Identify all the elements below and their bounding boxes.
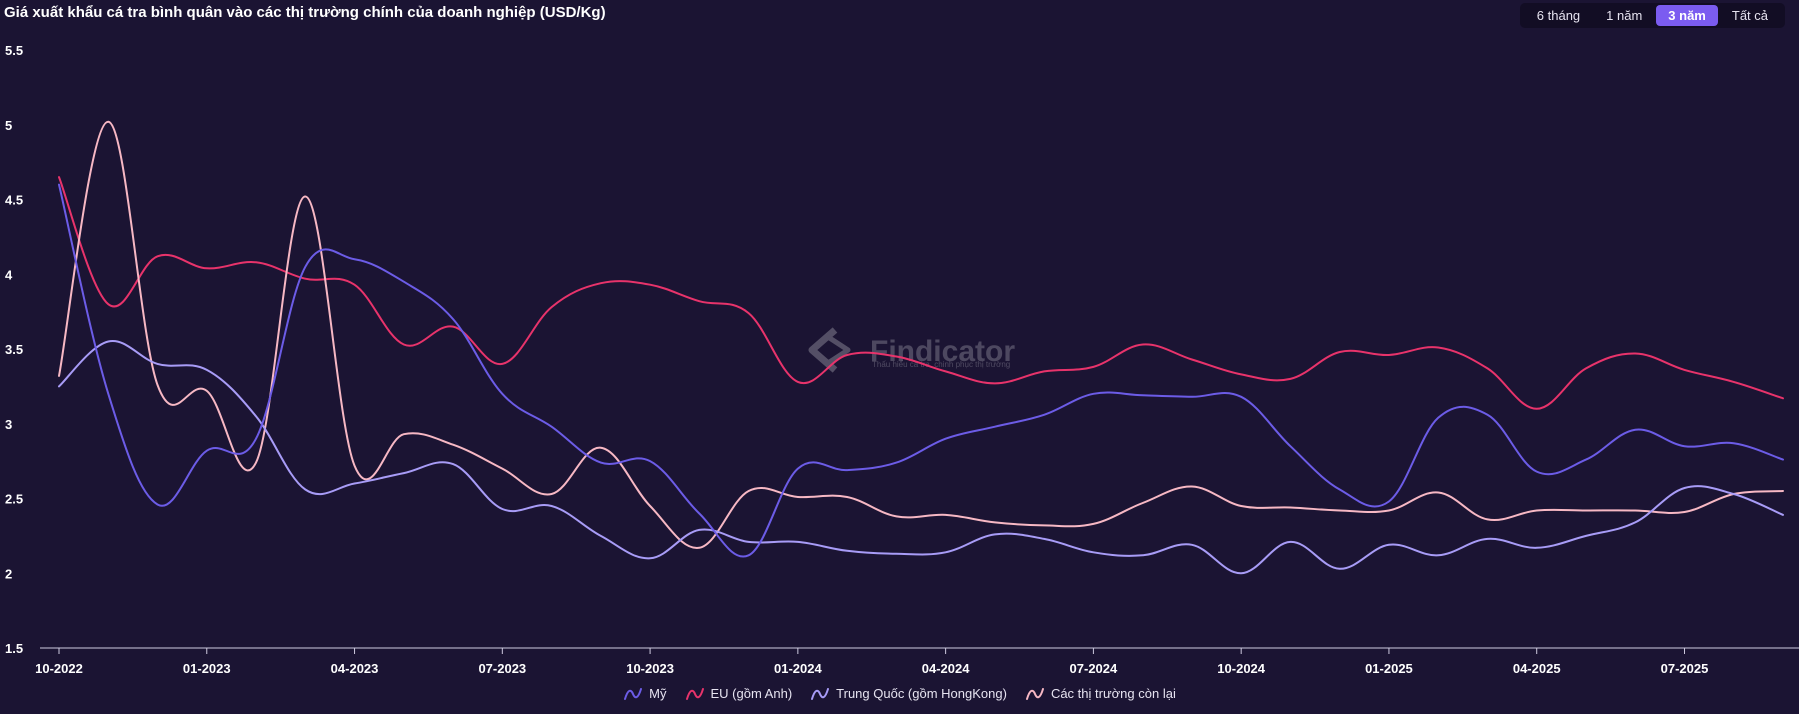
x-tick-label: 10-2022 [35, 661, 83, 676]
y-tick-label: 3 [5, 417, 12, 432]
y-axis: 1.5 2 2.5 3 3.5 4 4.5 5 5.5 [5, 43, 23, 656]
legend-label: EU (gồm Anh) [710, 686, 793, 701]
range-1-year-button[interactable]: 1 năm [1594, 5, 1654, 26]
legend-line-icon [811, 687, 830, 700]
legend-label: Trung Quốc (gồm HongKong) [836, 686, 1007, 701]
series-line-trung-quoc[interactable] [58, 340, 1784, 575]
x-tick-label: 04-2023 [331, 661, 379, 676]
range-3-years-button[interactable]: 3 năm [1656, 5, 1718, 26]
series-lines [58, 120, 1784, 575]
x-tick-label: 01-2024 [774, 661, 822, 676]
legend-line-icon [624, 687, 643, 700]
legend-item-eu[interactable]: EU (gồm Anh) [685, 686, 793, 701]
legend-item-my[interactable]: Mỹ [623, 686, 667, 701]
x-tick-label: 07-2025 [1661, 661, 1709, 676]
watermark-name: Findicator [870, 335, 1015, 368]
y-tick-label: 2 [5, 566, 12, 581]
legend-item-trung-quoc[interactable]: Trung Quốc (gồm HongKong) [810, 686, 1007, 701]
x-tick-label: 10-2024 [1217, 661, 1265, 676]
y-tick-label: 5 [5, 118, 12, 133]
y-tick-label: 4.5 [5, 193, 23, 208]
series-line-eu[interactable] [58, 176, 1784, 410]
series-line-my[interactable] [58, 183, 1784, 558]
x-axis: 10-2022 01-2023 04-2023 07-2023 10-2023 01-20… [35, 648, 1708, 676]
x-tick-label: 10-2023 [626, 661, 674, 676]
x-tick-label: 04-2024 [922, 661, 970, 676]
legend-line-icon [685, 687, 704, 700]
range-all-button[interactable]: Tất cả [1720, 5, 1780, 26]
chart-title: Giá xuất khẩu cá tra bình quân vào các t… [4, 4, 606, 21]
range-6-months-button[interactable]: 6 tháng [1525, 5, 1592, 26]
findicator-watermark: Findicator Thấu hiểu cá tra, chinh phục … [808, 327, 1015, 373]
legend-label: Các thị trường còn lại [1050, 686, 1176, 701]
x-tick-label: 07-2024 [1070, 661, 1118, 676]
findicator-logo-icon [808, 327, 851, 373]
time-range-selector: 6 tháng 1 năm 3 năm Tất cả [1519, 3, 1785, 28]
legend-label: Mỹ [649, 686, 667, 701]
x-tick-label: 07-2023 [478, 661, 526, 676]
chart-legend: Mỹ EU (gồm Anh) Trung Quốc (gồm HongKong) C… [0, 686, 1799, 701]
y-tick-label: 3.5 [5, 342, 23, 357]
x-tick-label: 01-2023 [183, 661, 231, 676]
legend-item-con-lai[interactable]: Các thị trường còn lại [1025, 686, 1176, 701]
y-tick-label: 5.5 [5, 43, 23, 58]
y-tick-label: 4 [5, 267, 13, 282]
y-tick-label: 2.5 [5, 492, 23, 507]
legend-line-icon [1025, 687, 1044, 700]
x-tick-label: 01-2025 [1365, 661, 1413, 676]
x-tick-label: 04-2025 [1513, 661, 1561, 676]
y-tick-label: 1.5 [5, 641, 23, 656]
watermark-tagline: Thấu hiểu cá tra, chinh phục thị trường [872, 360, 1010, 369]
